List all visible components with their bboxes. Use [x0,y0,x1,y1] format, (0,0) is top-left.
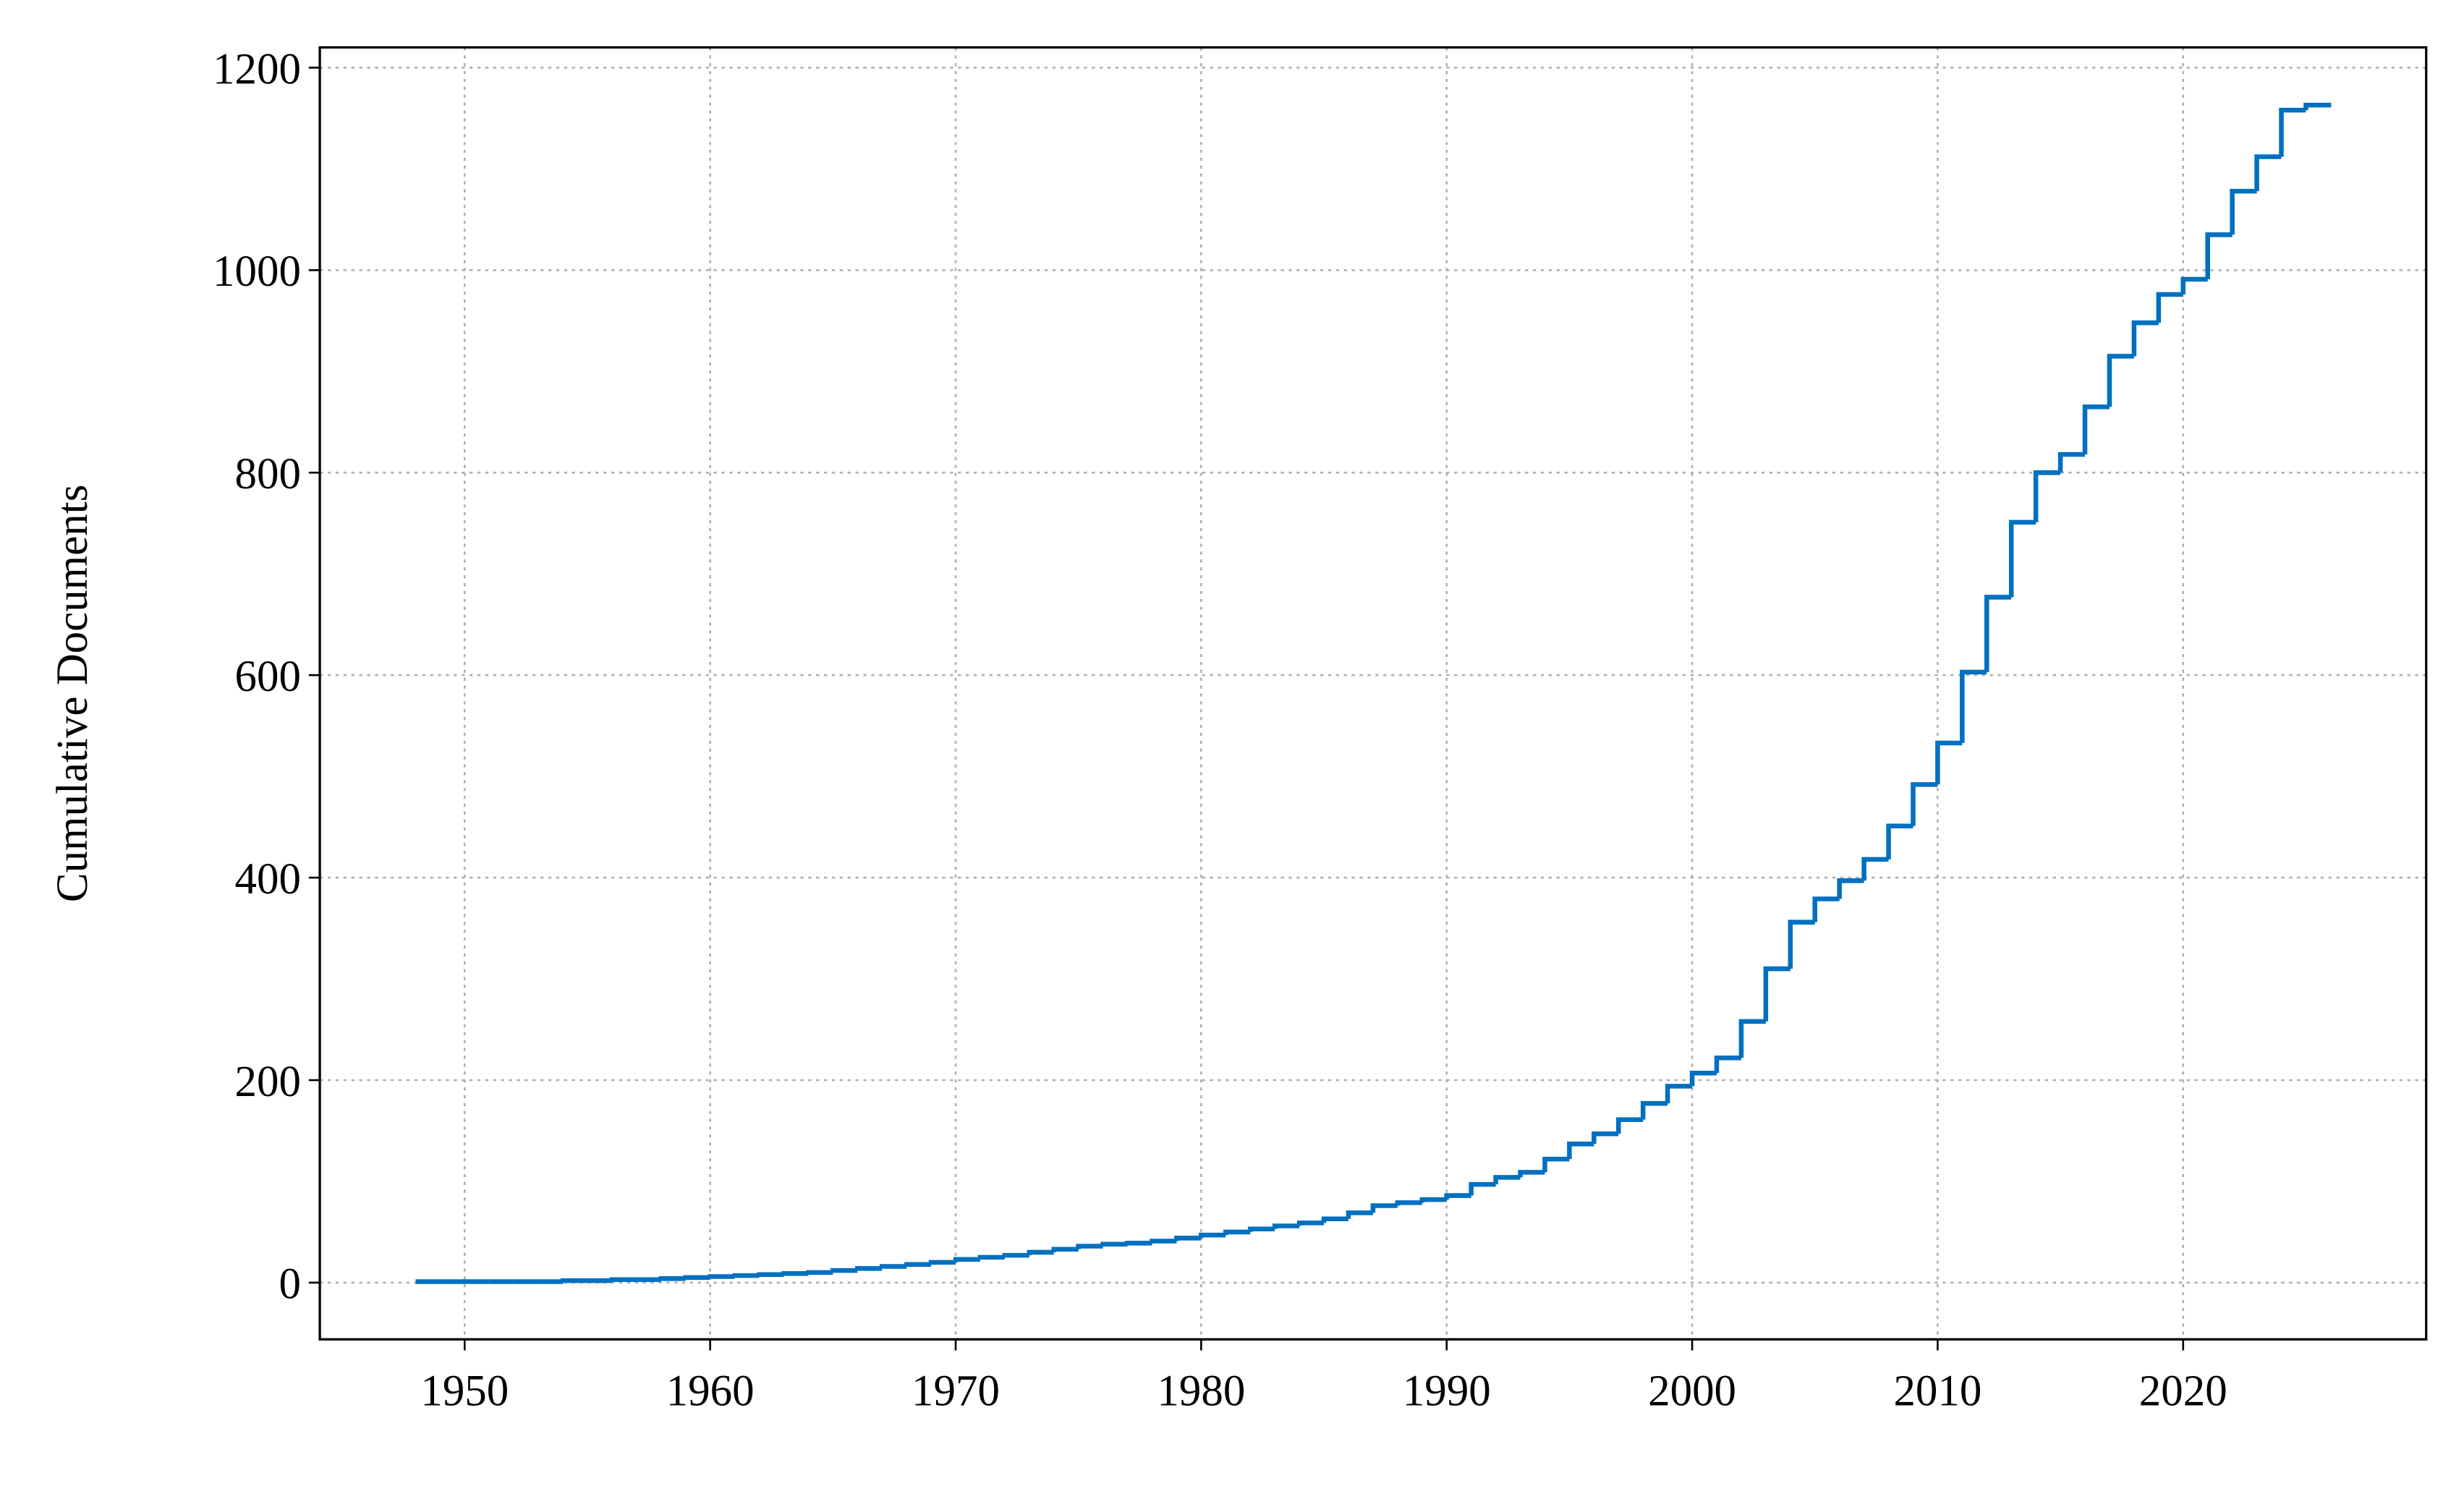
step-segment [1125,1241,1152,1246]
step-segment [1051,1247,1079,1252]
step-segment [1444,1193,1471,1200]
y-tick-label: 400 [234,855,300,904]
step-segment [1542,1156,1570,1173]
step-segment [2279,108,2306,157]
step-segment [928,1260,956,1265]
plot-frame [318,46,2428,1341]
step-segment [2254,154,2282,192]
step-segment [1567,1141,1594,1160]
step-segment [830,1268,858,1273]
step-segment [2082,404,2110,455]
step-segment [904,1262,932,1267]
step-segment [1296,1220,1325,1226]
step-segment [1223,1229,1251,1236]
step-segment [1788,920,1815,969]
step-segment [1370,1203,1398,1213]
step-segment [1960,669,1987,743]
step-segment [1395,1200,1422,1206]
step-segment [855,1266,883,1271]
step-segment [1984,595,2012,673]
step-segment [1247,1226,1275,1232]
step-segment [1174,1236,1202,1241]
x-tick-label: 1980 [1157,1367,1245,1416]
x-tick-label: 1960 [666,1367,755,1416]
step-segment [2033,470,2061,522]
step-segment [1640,1100,1668,1120]
step-segment [1199,1232,1226,1239]
y-tick-label: 800 [234,450,300,498]
step-segment [732,1273,760,1278]
y-tick-label: 1200 [213,45,301,93]
step-segment [1763,966,1790,1022]
step-segment [1321,1216,1348,1223]
step-segment [1272,1223,1300,1229]
step-segment [1150,1239,1177,1244]
step-segment [658,1276,686,1281]
step-segment [1615,1117,1644,1134]
x-tick-label: 1950 [420,1367,509,1416]
step-segment [1518,1170,1545,1178]
step-segment [1935,740,1963,785]
step-segment [1738,1019,1766,1058]
y-tick-label: 0 [279,1260,300,1309]
step-segment [1665,1084,1693,1104]
step-segment [2230,188,2257,235]
step-segment [781,1271,809,1276]
step-segment [2156,292,2183,323]
x-tick-label: 1990 [1403,1367,1491,1416]
step-segment [879,1264,907,1269]
y-tick-label: 200 [234,1058,300,1106]
step-segment [2057,451,2086,473]
step-segment [1911,782,1938,826]
step-segment [1837,878,1864,899]
step-segment [609,1277,637,1282]
step-segment [2180,276,2208,295]
step-segment [1469,1181,1496,1196]
step-segment [1027,1249,1054,1256]
step-segment [1714,1055,1741,1074]
step-segment [1419,1197,1447,1203]
step-segment [1886,823,1913,859]
step-segment [2131,320,2159,357]
x-tick-label: 2010 [1893,1367,1981,1416]
x-tick-label: 2020 [2139,1367,2227,1416]
step-segment [1002,1252,1029,1258]
step-segment [1592,1131,1619,1145]
y-axis-label: Cumulative Documents [48,485,97,902]
x-tick-label: 1970 [912,1367,1000,1416]
step-segment [2205,232,2233,280]
step-segment [1076,1244,1103,1249]
y-tick-label: 1000 [213,247,301,296]
step-segment [2107,354,2134,407]
step-segment [1812,896,1840,922]
step-segment [1493,1175,1521,1185]
step-segment [953,1257,980,1262]
step-segment [1689,1070,1717,1087]
step-segment [708,1274,735,1279]
step-segment [2008,519,2036,598]
step-segment [1861,857,1889,881]
step-segment [1346,1210,1373,1219]
step-segment [977,1254,1005,1260]
x-tick-label: 2000 [1648,1367,1736,1416]
step-segment [2303,103,2331,111]
step-segment [1100,1241,1128,1247]
y-tick-label: 600 [234,653,300,701]
